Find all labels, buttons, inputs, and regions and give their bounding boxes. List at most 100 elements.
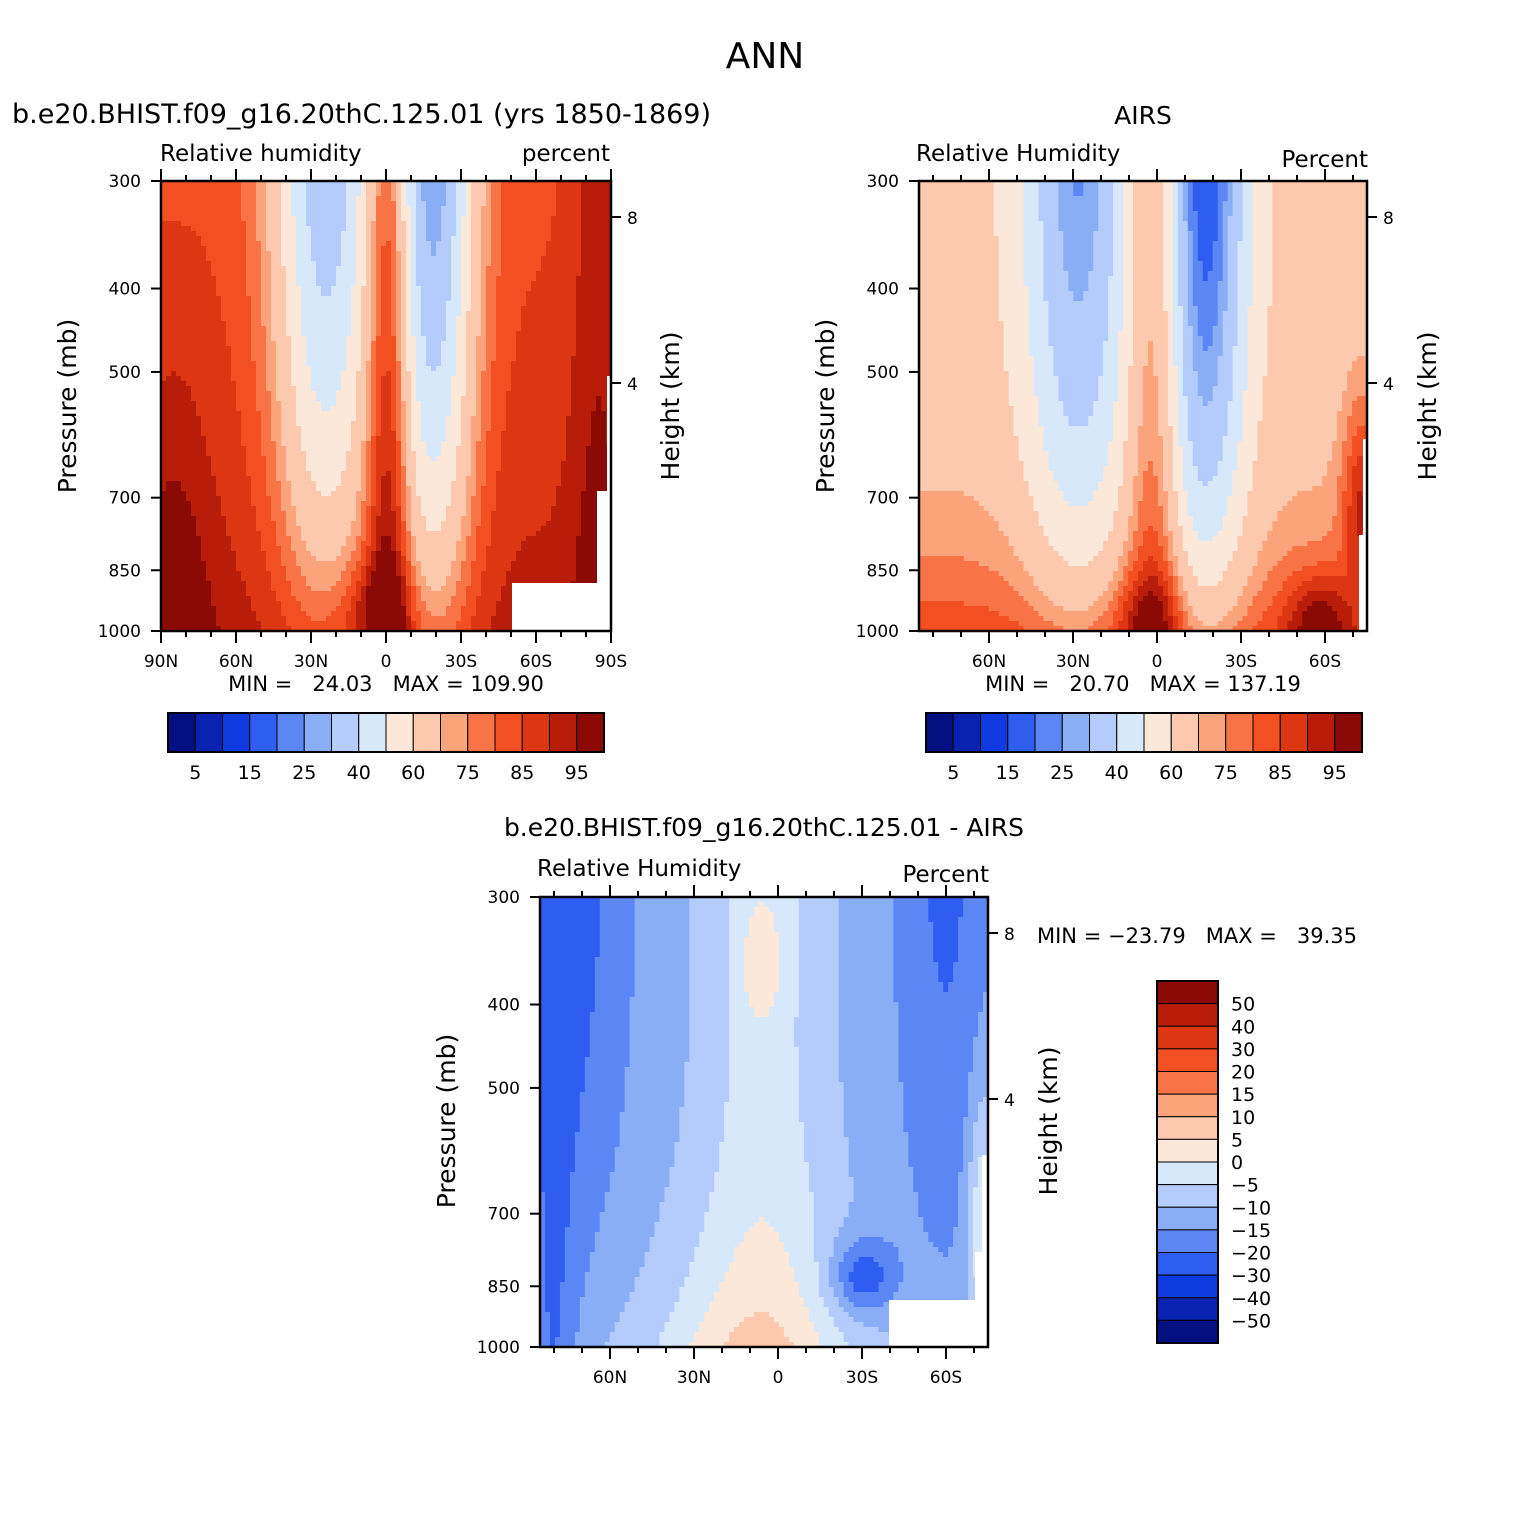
heatmap-cell: [326, 266, 332, 272]
heatmap-cell: [351, 266, 357, 272]
heatmap-cell: [376, 301, 382, 307]
heatmap-cell: [431, 291, 437, 297]
heatmap-cell: [586, 451, 592, 457]
heatmap-cell: [511, 386, 517, 392]
heatmap-cell: [536, 261, 542, 267]
heatmap-cell: [431, 186, 437, 192]
heatmap-cell: [376, 306, 382, 312]
heatmap-cell: [236, 426, 242, 432]
heatmap-cell: [266, 416, 272, 422]
heatmap-cell: [206, 301, 212, 307]
heatmap-cell: [586, 446, 592, 452]
heatmap-cell: [236, 416, 242, 422]
heatmap-cell: [486, 436, 492, 442]
panel-model: b.e20.BHIST.f09_g16.20thC.125.01 (yrs 18…: [12, 99, 711, 784]
heatmap-cell: [221, 226, 227, 232]
heatmap-cell: [271, 451, 277, 457]
heatmap-cell: [226, 246, 232, 252]
heatmap-cell: [581, 271, 587, 277]
heatmap-cell: [551, 446, 557, 452]
heatmap-cell: [461, 276, 467, 282]
heatmap-cell: [556, 356, 562, 362]
heatmap-cell: [326, 316, 332, 322]
heatmap-cell: [301, 331, 307, 337]
heatmap-cell: [321, 331, 327, 337]
heatmap-cell: [521, 416, 527, 422]
heatmap-cell: [576, 451, 582, 457]
heatmap-cell: [426, 366, 432, 372]
heatmap-cell: [596, 316, 602, 322]
heatmap-cell: [326, 351, 332, 357]
heatmap-cell: [166, 431, 172, 437]
variable-label: Relative humidity: [160, 141, 362, 167]
heatmap-cell: [391, 411, 397, 417]
heatmap-cell: [211, 296, 217, 302]
heatmap-cell: [256, 296, 262, 302]
heatmap-cell: [211, 216, 217, 222]
heatmap-cell: [426, 261, 432, 267]
heatmap-cell: [261, 346, 267, 352]
heatmap-cell: [531, 411, 537, 417]
heatmap-cell: [586, 281, 592, 287]
heatmap-cell: [386, 266, 392, 272]
heatmap-cell: [236, 396, 242, 402]
heatmap-cell: [431, 221, 437, 227]
heatmap-cell: [586, 241, 592, 247]
heatmap-cell: [266, 201, 272, 207]
heatmap-cell: [496, 376, 502, 382]
heatmap-cell: [431, 271, 437, 277]
heatmap-cell: [456, 371, 462, 377]
heatmap-cell: [291, 261, 297, 267]
heatmap-cell: [476, 326, 482, 332]
heatmap-cell: [541, 346, 547, 352]
heatmap-cell: [321, 416, 327, 422]
heatmap-cell: [326, 321, 332, 327]
heatmap-cell: [261, 411, 267, 417]
heatmap-cell: [486, 196, 492, 202]
heatmap-cell: [401, 211, 407, 217]
heatmap-cell: [581, 366, 587, 372]
heatmap-cell: [206, 316, 212, 322]
heatmap-cell: [481, 316, 487, 322]
heatmap-cell: [411, 191, 417, 197]
heatmap-cell: [371, 226, 377, 232]
heatmap-cell: [576, 311, 582, 317]
heatmap-cell: [246, 196, 252, 202]
heatmap-cell: [591, 436, 597, 442]
heatmap-cell: [376, 316, 382, 322]
heatmap-cell: [426, 196, 432, 202]
heatmap-cell: [196, 266, 202, 272]
heatmap-cell: [601, 196, 607, 202]
heatmap-cell: [266, 196, 272, 202]
heatmap-cell: [386, 341, 392, 347]
heatmap-cell: [591, 391, 597, 397]
heatmap-cell: [311, 416, 317, 422]
heatmap-cell: [536, 451, 542, 457]
heatmap-cell: [206, 271, 212, 277]
heatmap-cell: [241, 206, 247, 212]
heatmap-cell: [461, 231, 467, 237]
heatmap-cell: [456, 426, 462, 432]
heatmap-cell: [271, 251, 277, 257]
heatmap-cell: [201, 376, 207, 382]
heatmap-cell: [571, 426, 577, 432]
heatmap-cell: [256, 321, 262, 327]
heatmap-cell: [231, 351, 237, 357]
heatmap-cell: [186, 421, 192, 427]
heatmap-cell: [536, 296, 542, 302]
heatmap-cell: [201, 366, 207, 372]
heatmap-cell: [291, 431, 297, 437]
heatmap-cell: [201, 406, 207, 412]
heatmap-cell: [226, 281, 232, 287]
heatmap-cell: [581, 221, 587, 227]
heatmap-cell: [171, 386, 177, 392]
heatmap-cell: [526, 206, 532, 212]
heatmap-cell: [476, 431, 482, 437]
heatmap-cell: [251, 366, 257, 372]
heatmap-cell: [406, 356, 412, 362]
heatmap-cell: [441, 371, 447, 377]
heatmap-cell: [356, 246, 362, 252]
heatmap-cell: [516, 286, 522, 292]
heatmap-cell: [321, 241, 327, 247]
heatmap-cell: [341, 376, 347, 382]
